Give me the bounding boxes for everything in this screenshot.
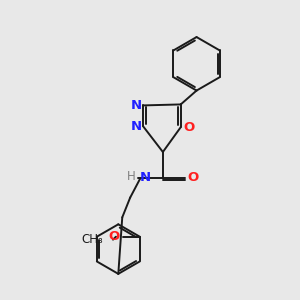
Text: N: N	[130, 120, 142, 133]
Text: O: O	[183, 121, 194, 134]
Text: N: N	[140, 171, 151, 184]
Text: N: N	[130, 99, 142, 112]
Text: O: O	[109, 230, 120, 243]
Text: H: H	[126, 170, 135, 183]
Text: CH₃: CH₃	[81, 233, 103, 246]
Text: O: O	[187, 171, 198, 184]
